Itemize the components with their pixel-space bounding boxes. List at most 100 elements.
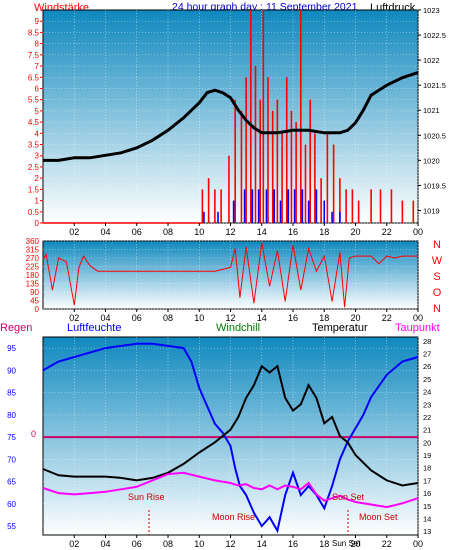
pressure-tick-label: 1022 xyxy=(423,56,440,65)
temperature-tick-label: 17 xyxy=(423,476,431,485)
pressure-tick-label: 1020 xyxy=(423,156,440,165)
compass-label: O xyxy=(433,287,442,299)
humidity-axis-title: Luftfeuchte xyxy=(67,322,121,334)
compass-label: S xyxy=(433,271,440,283)
wind-speed-tick-label: 0 xyxy=(35,219,40,228)
sun-set-bottom-label: Sun Set xyxy=(332,539,361,548)
x-tick-label: 10 xyxy=(194,227,204,237)
wind-speed-tick-label: 8.5 xyxy=(28,28,40,37)
temperature-tick-label: 25 xyxy=(423,375,431,384)
wind-direction-line xyxy=(42,242,418,308)
wind-direction-tick-label: 90 xyxy=(30,288,39,297)
wind-speed-tick-label: 3 xyxy=(35,152,40,161)
x-tick-label: 06 xyxy=(132,227,142,237)
wind-speed-tick-label: 6.5 xyxy=(28,73,40,82)
x-tick-label: 20 xyxy=(350,227,360,237)
x-tick-label: 22 xyxy=(382,313,392,323)
humidity-tick-label: 90 xyxy=(7,366,16,375)
pressure-line xyxy=(43,71,419,162)
wind-speed-tick-label: 7 xyxy=(35,62,40,71)
x-tick-label: 12 xyxy=(225,313,235,323)
pressure-y-axis: 1019 1019.5 1020 1020.5 1021 1021.5 1022 1022.5… xyxy=(418,6,446,215)
humidity-tick-label: 95 xyxy=(7,344,16,353)
temperature-tick-label: 14 xyxy=(423,515,431,524)
pressure-tick-label: 1022.5 xyxy=(423,31,446,40)
climate-x-axis: 02 04 06 08 10 12 14 16 18 20 22 00 xyxy=(69,535,423,549)
windchill-legend: Windchill xyxy=(216,322,260,334)
wind-speed-tick-label: 4 xyxy=(35,129,40,138)
wind-direction-tick-label: 135 xyxy=(26,280,40,289)
wind-speed-tick-label: 0.5 xyxy=(28,208,40,217)
x-tick-label: 14 xyxy=(257,227,267,237)
x-tick-label: 06 xyxy=(132,539,142,549)
rain-zero-label: 0 xyxy=(31,429,36,439)
moon-rise-label: Moon Rise xyxy=(212,512,255,522)
compass-label: W xyxy=(432,255,443,267)
temperature-tick-label: 24 xyxy=(423,388,431,397)
x-tick-label: 12 xyxy=(225,227,235,237)
temperature-tick-label: 15 xyxy=(423,502,431,511)
wind-speed-tick-label: 2.5 xyxy=(28,163,40,172)
wind-speed-tick-label: 2 xyxy=(35,174,40,183)
x-tick-label: 02 xyxy=(69,227,79,237)
x-tick-label: 12 xyxy=(225,539,235,549)
x-tick-label: 22 xyxy=(382,539,392,549)
dewpoint-line xyxy=(42,471,419,509)
humidity-tick-label: 80 xyxy=(7,411,16,420)
wind-pressure-plot-area xyxy=(42,9,419,224)
wind-speed-tick-label: 1 xyxy=(35,197,40,206)
x-tick-label: 16 xyxy=(288,539,298,549)
temperature-tick-label: 19 xyxy=(423,451,431,460)
wind-speed-tick-label: 1.5 xyxy=(28,185,40,194)
temperature-tick-label: 16 xyxy=(423,489,431,498)
wind-speed-tick-label: 7.5 xyxy=(28,51,40,60)
temperature-tick-label: 27 xyxy=(423,350,431,359)
wind-speed-tick-label: 4.5 xyxy=(28,118,40,127)
humidity-line xyxy=(42,342,419,534)
temperature-tick-label: 22 xyxy=(423,413,431,422)
pressure-tick-label: 1019.5 xyxy=(423,181,446,190)
wind-speed-bars xyxy=(43,10,415,224)
wind-direction-tick-label: 360 xyxy=(26,237,40,246)
x-tick-label: 06 xyxy=(132,313,142,323)
wind-direction-x-axis: 02 04 06 08 10 12 14 16 18 20 22 00 xyxy=(69,309,423,323)
x-tick-label: 16 xyxy=(288,227,298,237)
pressure-tick-label: 1023 xyxy=(423,6,440,15)
humidity-tick-label: 75 xyxy=(7,433,16,442)
x-tick-label: 08 xyxy=(163,539,173,549)
x-tick-label: 22 xyxy=(382,227,392,237)
temperature-tick-label: 28 xyxy=(423,337,431,346)
x-tick-label: 00 xyxy=(413,539,423,549)
dewpoint-legend: Taupunkt xyxy=(395,322,440,334)
x-tick-label: 18 xyxy=(319,313,329,323)
x-tick-label: 00 xyxy=(413,227,423,237)
x-tick-label: 20 xyxy=(350,313,360,323)
x-tick-label: 20 xyxy=(350,539,360,549)
wind-speed-y-axis: 0 0.5 1 1.5 2 2.5 3 3.5 4 4.5 5 5.5 6 6.5 7 7.5 8 8.5 9 xyxy=(28,17,43,228)
x-tick-label: 16 xyxy=(288,313,298,323)
temperature-legend: Temperatur xyxy=(312,322,368,334)
temperature-tick-label: 13 xyxy=(423,527,431,536)
x-tick-label: 14 xyxy=(257,539,267,549)
x-tick-label: 10 xyxy=(194,539,204,549)
wind-direction-tick-label: 270 xyxy=(26,254,40,263)
x-tick-label: 18 xyxy=(319,227,329,237)
temperature-tick-label: 26 xyxy=(423,362,431,371)
temperature-tick-label: 21 xyxy=(423,426,431,435)
temperature-y-axis: 13 14 15 16 17 18 19 20 21 22 23 24 25 26 27 28 xyxy=(423,337,431,536)
wind-speed-tick-label: 5 xyxy=(35,107,40,116)
pressure-tick-label: 1019 xyxy=(423,206,440,215)
x-tick-label: 02 xyxy=(69,313,79,323)
wind-speed-tick-label: 9 xyxy=(35,17,40,26)
x-tick-label: 08 xyxy=(163,313,173,323)
pressure-tick-label: 1020.5 xyxy=(423,131,446,140)
pressure-tick-label: 1021.5 xyxy=(423,81,446,90)
x-tick-label: 14 xyxy=(257,313,267,323)
x-tick-label: 00 xyxy=(413,313,423,323)
wind-speed-tick-label: 3.5 xyxy=(28,141,40,150)
wind-avg-bars xyxy=(203,189,341,223)
humidity-tick-label: 60 xyxy=(7,500,16,509)
x-tick-label: 02 xyxy=(69,539,79,549)
